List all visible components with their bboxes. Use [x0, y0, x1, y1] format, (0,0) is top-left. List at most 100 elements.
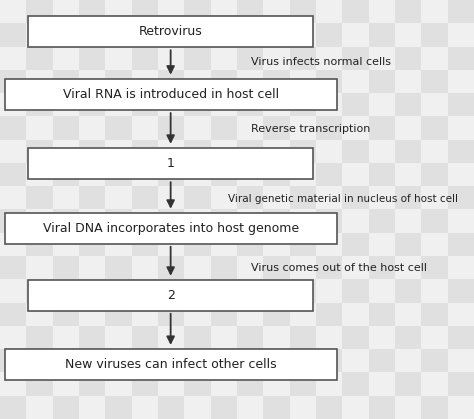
Bar: [53, 186, 79, 210]
Bar: [264, 326, 290, 349]
Bar: [237, 349, 264, 372]
Bar: [264, 349, 290, 372]
Bar: [0, 186, 27, 210]
Text: Retrovirus: Retrovirus: [139, 25, 202, 38]
Bar: [447, 186, 474, 210]
Bar: [237, 70, 264, 93]
Bar: [237, 279, 264, 303]
Bar: [395, 256, 421, 279]
Text: Virus comes out of the host cell: Virus comes out of the host cell: [251, 263, 427, 273]
Bar: [395, 163, 421, 186]
Bar: [53, 163, 79, 186]
Bar: [421, 23, 447, 47]
Bar: [316, 116, 342, 140]
Bar: [132, 210, 158, 233]
Bar: [316, 70, 342, 93]
Bar: [421, 303, 447, 326]
Bar: [158, 303, 184, 326]
Bar: [316, 326, 342, 349]
Bar: [210, 396, 237, 419]
Bar: [290, 233, 316, 256]
Bar: [237, 116, 264, 140]
Bar: [316, 256, 342, 279]
Bar: [290, 140, 316, 163]
Bar: [369, 303, 395, 326]
Bar: [158, 396, 184, 419]
Bar: [369, 0, 395, 23]
Bar: [237, 23, 264, 47]
Bar: [132, 93, 158, 116]
Bar: [132, 233, 158, 256]
Bar: [237, 163, 264, 186]
Bar: [264, 186, 290, 210]
Bar: [395, 396, 421, 419]
Bar: [0, 140, 27, 163]
Bar: [79, 116, 105, 140]
Bar: [421, 116, 447, 140]
Bar: [316, 372, 342, 396]
Bar: [184, 233, 210, 256]
Bar: [342, 396, 369, 419]
Bar: [28, 16, 313, 47]
Bar: [316, 210, 342, 233]
Bar: [342, 326, 369, 349]
Bar: [132, 0, 158, 23]
Bar: [0, 210, 27, 233]
Bar: [395, 279, 421, 303]
Bar: [210, 23, 237, 47]
Bar: [210, 349, 237, 372]
Text: 2: 2: [167, 289, 174, 302]
Bar: [210, 140, 237, 163]
Bar: [5, 212, 337, 244]
Bar: [105, 186, 132, 210]
Bar: [447, 163, 474, 186]
Bar: [421, 210, 447, 233]
Bar: [27, 372, 53, 396]
Bar: [316, 349, 342, 372]
Bar: [184, 256, 210, 279]
Bar: [132, 256, 158, 279]
Bar: [395, 0, 421, 23]
Bar: [105, 233, 132, 256]
Bar: [264, 70, 290, 93]
Bar: [447, 349, 474, 372]
Bar: [316, 140, 342, 163]
Bar: [264, 0, 290, 23]
Bar: [264, 47, 290, 70]
Bar: [290, 210, 316, 233]
Bar: [290, 303, 316, 326]
Bar: [369, 186, 395, 210]
Bar: [290, 93, 316, 116]
Bar: [105, 93, 132, 116]
Bar: [237, 372, 264, 396]
Bar: [290, 163, 316, 186]
Bar: [342, 0, 369, 23]
Bar: [421, 349, 447, 372]
Bar: [264, 93, 290, 116]
Bar: [316, 279, 342, 303]
Bar: [447, 279, 474, 303]
Bar: [158, 326, 184, 349]
Bar: [237, 47, 264, 70]
Bar: [158, 0, 184, 23]
Bar: [369, 93, 395, 116]
Bar: [5, 349, 337, 380]
Bar: [264, 116, 290, 140]
Bar: [105, 396, 132, 419]
Bar: [395, 70, 421, 93]
Bar: [27, 116, 53, 140]
Bar: [105, 0, 132, 23]
Bar: [237, 396, 264, 419]
Bar: [79, 326, 105, 349]
Bar: [158, 70, 184, 93]
Bar: [369, 256, 395, 279]
Bar: [53, 47, 79, 70]
Bar: [0, 303, 27, 326]
Bar: [264, 140, 290, 163]
Bar: [237, 303, 264, 326]
Bar: [0, 372, 27, 396]
Bar: [27, 93, 53, 116]
Bar: [210, 163, 237, 186]
Bar: [105, 70, 132, 93]
Bar: [105, 372, 132, 396]
